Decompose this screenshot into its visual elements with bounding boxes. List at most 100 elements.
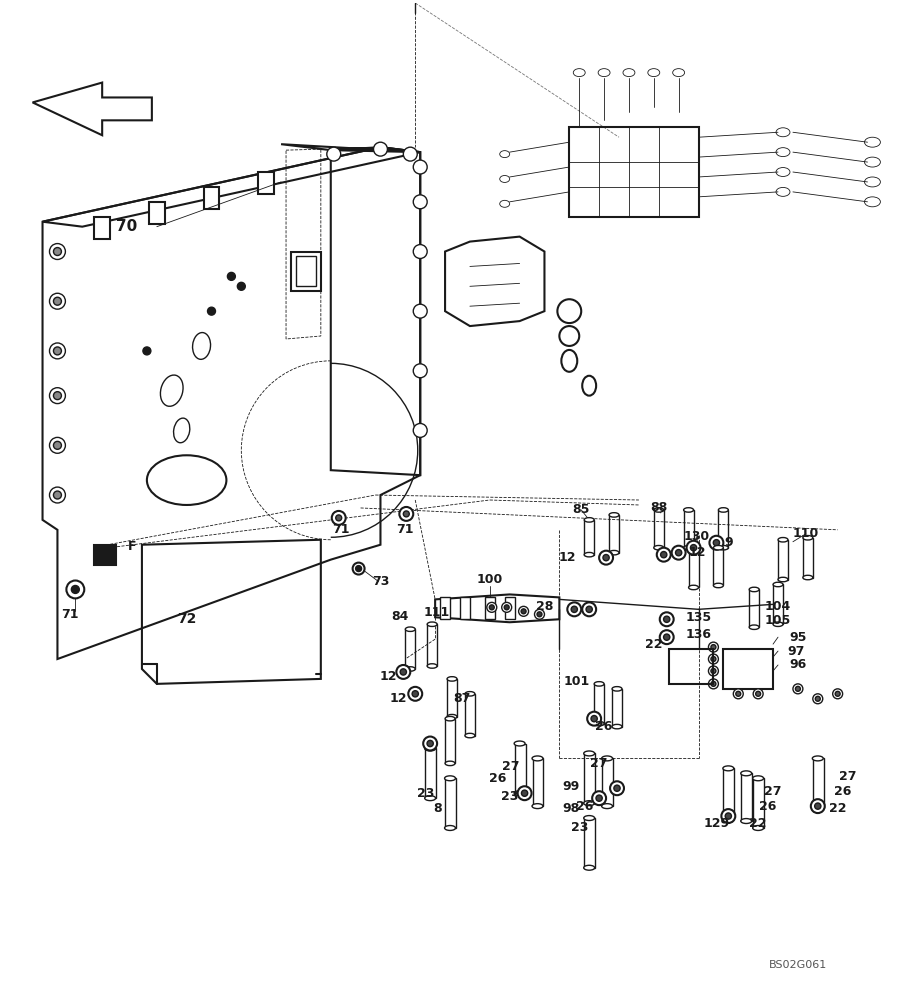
Ellipse shape (581, 602, 596, 616)
Ellipse shape (426, 740, 433, 747)
Ellipse shape (353, 563, 364, 575)
Text: 26: 26 (759, 800, 776, 813)
Text: 28: 28 (535, 600, 553, 613)
Ellipse shape (711, 668, 715, 673)
Ellipse shape (601, 756, 612, 761)
Ellipse shape (423, 737, 436, 750)
Ellipse shape (708, 666, 718, 676)
Ellipse shape (465, 733, 475, 738)
Text: 129: 129 (702, 817, 729, 830)
Ellipse shape (755, 691, 760, 696)
Ellipse shape (602, 555, 609, 561)
Ellipse shape (520, 609, 526, 614)
Bar (425, 748, 435, 798)
Ellipse shape (812, 756, 823, 761)
Ellipse shape (595, 795, 601, 801)
Ellipse shape (335, 515, 342, 521)
Text: 22: 22 (828, 802, 845, 815)
Ellipse shape (663, 616, 669, 622)
Ellipse shape (584, 552, 593, 557)
Ellipse shape (814, 696, 819, 701)
Bar (532, 758, 543, 806)
Ellipse shape (584, 518, 593, 522)
Text: 23: 23 (500, 790, 517, 803)
Ellipse shape (748, 587, 758, 592)
Ellipse shape (355, 566, 361, 572)
Bar (752, 778, 763, 828)
Text: 8: 8 (433, 802, 441, 815)
Ellipse shape (504, 605, 508, 610)
Ellipse shape (413, 304, 426, 318)
Ellipse shape (812, 694, 822, 704)
Ellipse shape (237, 282, 245, 290)
Ellipse shape (590, 716, 597, 722)
Text: 96: 96 (788, 658, 805, 671)
Bar (611, 689, 621, 727)
Ellipse shape (773, 582, 783, 587)
Text: BS02G061: BS02G061 (768, 960, 826, 970)
Text: 71: 71 (332, 523, 349, 536)
Ellipse shape (832, 689, 842, 699)
Text: 101: 101 (562, 675, 589, 688)
Bar (601, 758, 612, 806)
Text: 72: 72 (177, 612, 196, 626)
Ellipse shape (611, 687, 621, 691)
Ellipse shape (521, 790, 527, 796)
Text: 88: 88 (650, 501, 667, 514)
Bar (802, 538, 812, 578)
Ellipse shape (54, 347, 61, 355)
Ellipse shape (653, 508, 663, 512)
Bar (445, 778, 456, 828)
Ellipse shape (812, 806, 823, 811)
Ellipse shape (609, 550, 619, 555)
Bar (514, 744, 525, 793)
Bar (584, 818, 595, 868)
Ellipse shape (445, 761, 455, 766)
Ellipse shape (517, 786, 531, 800)
Ellipse shape (514, 741, 525, 746)
Text: 135: 135 (685, 611, 711, 624)
Text: 99: 99 (562, 780, 579, 793)
Ellipse shape (773, 622, 783, 626)
Text: 100: 100 (476, 573, 502, 586)
Ellipse shape (426, 664, 436, 668)
Ellipse shape (712, 540, 719, 546)
Ellipse shape (514, 791, 525, 796)
Text: 110: 110 (792, 527, 818, 540)
Bar (773, 584, 783, 624)
Ellipse shape (683, 545, 692, 550)
Ellipse shape (374, 142, 387, 156)
Ellipse shape (659, 630, 673, 644)
Bar (683, 510, 692, 548)
Ellipse shape (794, 686, 800, 691)
Bar (777, 540, 787, 580)
Ellipse shape (413, 245, 426, 258)
Text: 27: 27 (838, 770, 855, 783)
Ellipse shape (683, 508, 692, 512)
Ellipse shape (143, 347, 150, 355)
Ellipse shape (653, 545, 663, 550)
Ellipse shape (690, 545, 696, 551)
Ellipse shape (583, 801, 594, 806)
Ellipse shape (591, 791, 606, 805)
Text: 26: 26 (833, 785, 850, 798)
Ellipse shape (396, 665, 410, 679)
Ellipse shape (810, 799, 824, 813)
Ellipse shape (711, 657, 715, 662)
Ellipse shape (408, 687, 422, 701)
Ellipse shape (659, 612, 673, 626)
Ellipse shape (570, 606, 577, 612)
Ellipse shape (609, 513, 619, 517)
Ellipse shape (426, 622, 436, 626)
Ellipse shape (403, 511, 409, 517)
Ellipse shape (663, 634, 669, 640)
Ellipse shape (686, 541, 700, 555)
Ellipse shape (583, 865, 594, 870)
Text: 105: 105 (764, 614, 790, 627)
Ellipse shape (71, 585, 79, 593)
Ellipse shape (446, 677, 456, 681)
Ellipse shape (54, 248, 61, 255)
Ellipse shape (802, 536, 812, 540)
Ellipse shape (586, 606, 591, 612)
Text: 87: 87 (453, 692, 470, 705)
